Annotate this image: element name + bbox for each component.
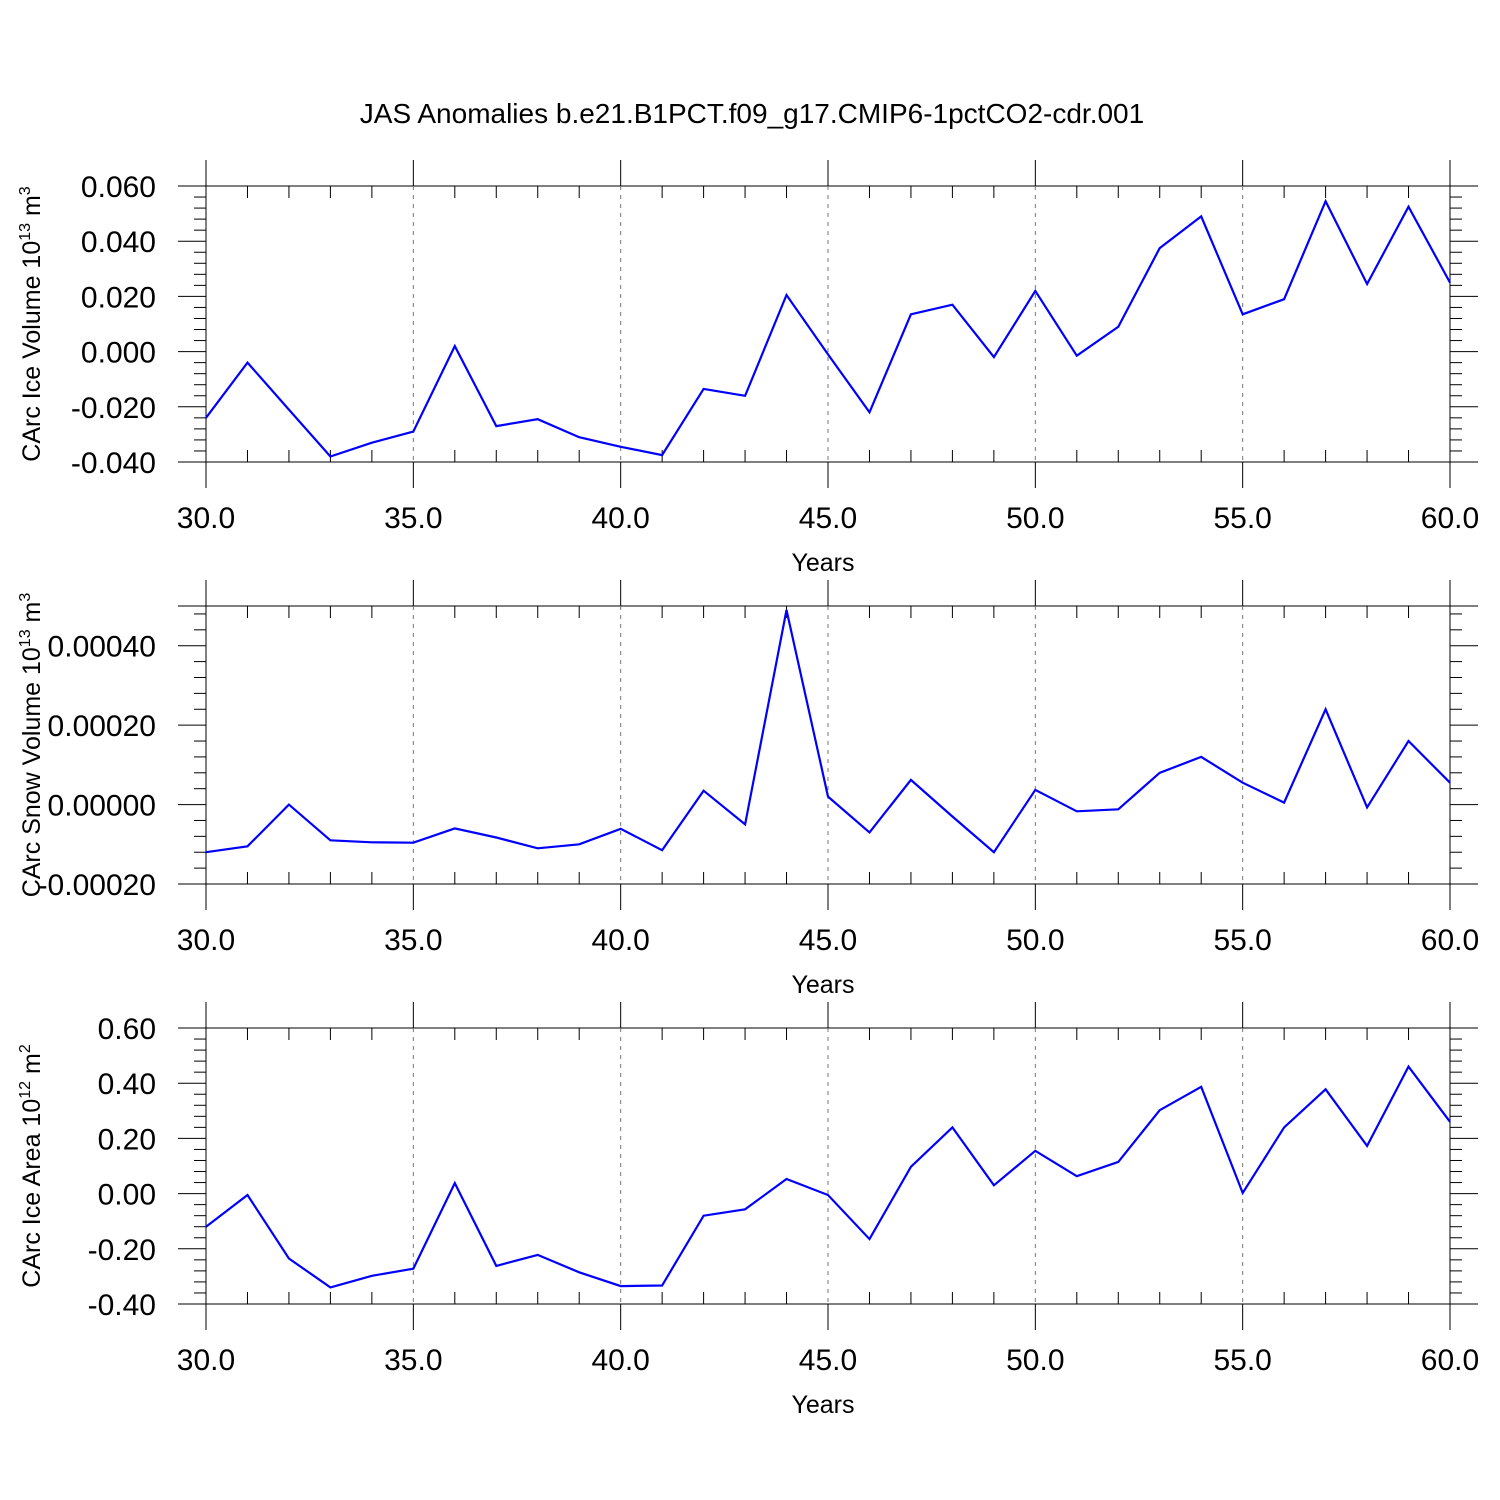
- y-axis-label: CArc Ice Area 1012 m2: [17, 1044, 46, 1288]
- x-tick-label: 40.0: [591, 924, 649, 957]
- panels: 30.0 35.0 40.0 45.0 50.0 55.0 60.0 -0.040 -0.020…: [17, 160, 1479, 1419]
- data-line: [205, 609, 1451, 854]
- x-tick-label: 60.0: [1421, 1344, 1479, 1377]
- y-axis-label-text: CArc Snow Volume 10: [18, 647, 46, 897]
- y-tick-label: -0.00020: [38, 869, 156, 902]
- y-tick-label: 0.060: [81, 171, 156, 204]
- x-axis-label: Years: [791, 549, 854, 577]
- figure-title: JAS Anomalies b.e21.B1PCT.f09_g17.CMIP6-…: [360, 98, 1144, 129]
- y-tick-label: 0.20: [98, 1123, 156, 1156]
- y-tick-label: 0.020: [81, 281, 156, 314]
- y-tick-label: 0.00000: [48, 790, 156, 823]
- y-axis-label-superscript: 3: [17, 593, 34, 602]
- x-tick-label: 60.0: [1421, 502, 1479, 535]
- y-tick-label: 0.000: [81, 337, 156, 370]
- x-tick-label: 45.0: [799, 924, 857, 957]
- x-axis-label: Years: [791, 1391, 854, 1419]
- x-tick-label: 35.0: [384, 924, 442, 957]
- y-tick-label: 0.00020: [48, 710, 156, 743]
- y-tick-label: 0.040: [81, 226, 156, 259]
- y-axis-label: CArc Snow Volume 1013 m3: [17, 593, 46, 898]
- x-tick-label: 50.0: [1006, 502, 1064, 535]
- y-axis-label-text: m: [18, 1053, 46, 1081]
- x-tick-label: 30.0: [177, 502, 235, 535]
- x-tick-label: 40.0: [591, 502, 649, 535]
- x-tick-label: 55.0: [1213, 924, 1271, 957]
- y-axis-label: CArc Ice Volume 1013 m3: [17, 186, 46, 462]
- y-axis-label-superscript: 13: [17, 629, 34, 647]
- y-axis-label-text: CArc Ice Area 10: [18, 1099, 46, 1288]
- y-tick-label: 0.00040: [48, 631, 156, 664]
- y-tick-label: -0.040: [71, 447, 156, 480]
- x-tick-label: 45.0: [799, 1344, 857, 1377]
- y-axis-label-text: m: [18, 195, 46, 223]
- x-tick-label: 60.0: [1421, 924, 1479, 957]
- x-tick-label: 30.0: [177, 1344, 235, 1377]
- y-axis-label-text: m: [18, 602, 46, 630]
- chart-panel-3: 30.0 35.0 40.0 45.0 50.0 55.0 60.0 -0.40 -0.20 0.…: [17, 1002, 1479, 1419]
- chart-panel-1: 30.0 35.0 40.0 45.0 50.0 55.0 60.0 -0.040 -0.020…: [17, 160, 1479, 577]
- y-tick-label: -0.20: [88, 1234, 156, 1267]
- x-tick-label: 35.0: [384, 1344, 442, 1377]
- chart-panel-2: 30.0 35.0 40.0 45.0 50.0 55.0 60.0 -0.00020 0.00…: [17, 580, 1479, 999]
- x-tick-label: 35.0: [384, 502, 442, 535]
- y-tick-label: 0.40: [98, 1068, 156, 1101]
- y-axis-label-superscript: 13: [17, 223, 34, 241]
- x-tick-label: 40.0: [591, 1344, 649, 1377]
- y-tick-label: 0.60: [98, 1013, 156, 1046]
- y-axis-label-superscript: 3: [17, 186, 34, 195]
- x-tick-label: 45.0: [799, 502, 857, 535]
- x-tick-label: 50.0: [1006, 924, 1064, 957]
- y-tick-label: 0.00: [98, 1179, 156, 1212]
- x-axis-label: Years: [791, 971, 854, 999]
- y-tick-label: -0.40: [88, 1289, 156, 1322]
- x-tick-label: 55.0: [1213, 502, 1271, 535]
- x-tick-label: 30.0: [177, 924, 235, 957]
- x-tick-label: 50.0: [1006, 1344, 1064, 1377]
- y-axis-label-superscript: 12: [17, 1081, 34, 1099]
- data-line: [205, 198, 1451, 458]
- y-axis-label-superscript: 2: [17, 1044, 34, 1053]
- y-tick-label: -0.020: [71, 392, 156, 425]
- data-line: [205, 1064, 1451, 1289]
- y-axis-label-text: CArc Ice Volume 10: [18, 241, 46, 462]
- x-tick-label: 55.0: [1213, 1344, 1271, 1377]
